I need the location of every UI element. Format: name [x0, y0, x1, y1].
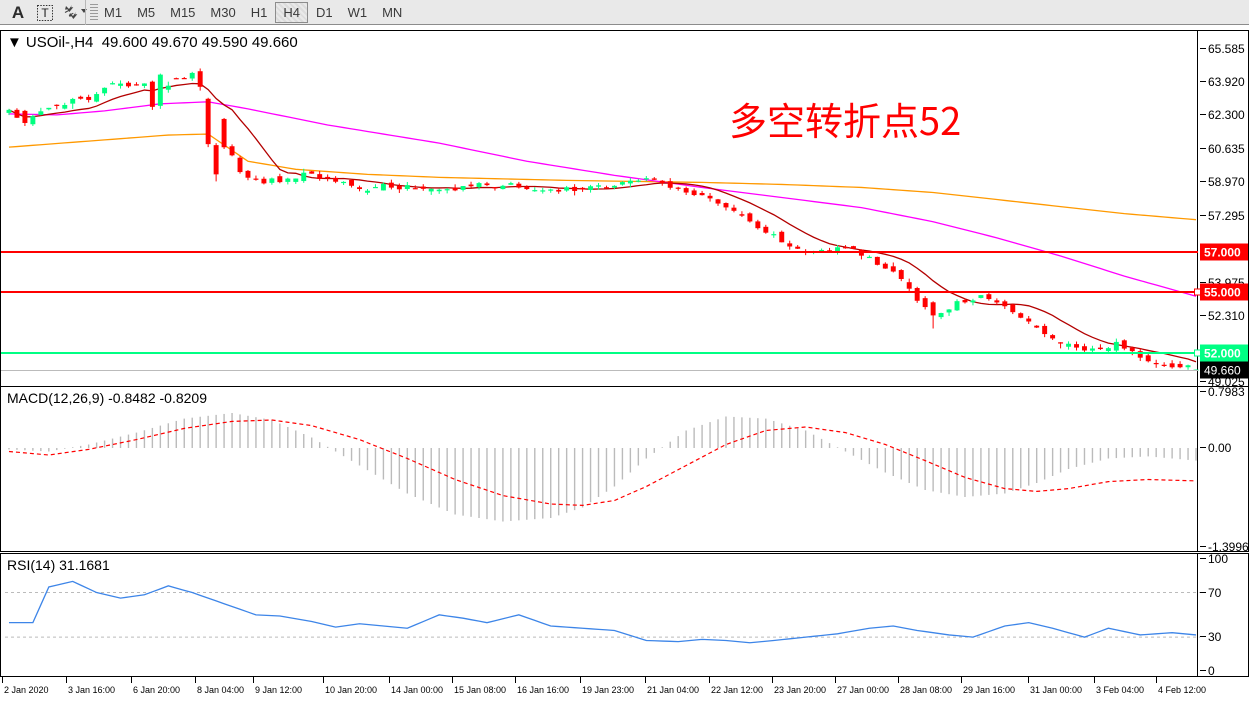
svg-text:T: T [41, 6, 49, 20]
